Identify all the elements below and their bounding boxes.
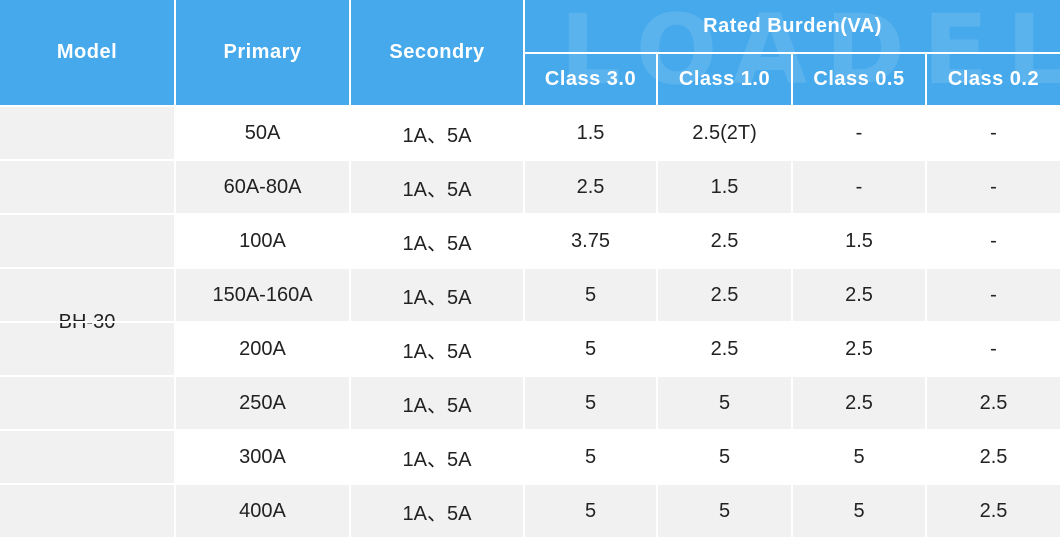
class-3-0-cell: 5 [524,484,658,539]
class-0-5-cell: 2.5 [792,268,927,323]
class-0-5-cell: - [792,106,927,161]
table-row: 400A 1A、5A 5 5 5 2.5 [0,484,1060,539]
class-0-5-header: Class 0.5 [792,53,927,107]
row-separator [0,321,174,323]
table-row: 150A-160A 1A、5A 5 2.5 2.5- [0,268,1060,323]
class-1-0-cell: 2.5(2T) [657,106,793,161]
primary-cell: 100A [175,214,351,269]
secondary-cell: 1A、5A [350,376,525,431]
class-3-0-header: Class 3.0 [524,53,658,107]
class-3-0-cell: 5 [524,430,658,485]
class-0-2-cell: 2.5 [926,430,1060,485]
class-0-2-cell: - [926,214,1060,269]
class-0-2-cell: - [926,322,1060,377]
table-row: 60A-80A 1A、5A 2.5 1.5- - [0,160,1060,215]
primary-cell: 200A [175,322,351,377]
class-3-0-cell: 5 [524,376,658,431]
class-0-5-cell: 5 [792,484,927,539]
row-separator [0,213,174,215]
class-1-0-cell: 2.5 [657,268,793,323]
class-1-0-header: Class 1.0 [657,53,793,107]
secondary-cell: 1A、5A [350,322,525,377]
table-row: 250A 1A、5A 5 5 2.5 2.5 [0,376,1060,431]
class-0-2-cell: - [926,268,1060,323]
table-row: 100A 1A、5A 3.75 2.5 1.5- [0,214,1060,269]
table-row: BH-30 50A 1A、5A 1.5 2.5(2T) - - [0,106,1060,539]
rated-burden-header: Rated Burden(VA) [524,0,1060,54]
primary-cell: 400A [175,484,351,539]
secondary-cell: 1A、5A [350,160,525,215]
class-1-0-cell: 2.5 [657,322,793,377]
class-3-0-cell: 2.5 [524,160,658,215]
primary-cell: 50A [175,106,351,161]
row-separator [0,159,174,161]
primary-cell: 60A-80A [175,160,351,215]
table-row: 200A 1A、5A 5 2.5 2.5- [0,322,1060,377]
class-1-0-cell: 5 [657,484,793,539]
secondary-cell: 1A、5A [350,214,525,269]
secondary-header: Secondry [350,0,525,107]
row-separator [0,375,174,377]
class-0-5-cell: 2.5 [792,322,927,377]
secondary-cell: 1A、5A [350,268,525,323]
class-3-0-cell: 1.5 [524,106,658,161]
class-0-2-cell: - [926,106,1060,161]
secondary-cell: 1A、5A [350,484,525,539]
table-row: 300A 1A、5A 5 5 5 2.5 [0,430,1060,485]
class-0-5-cell: - [792,160,927,215]
class-1-0-cell: 1.5 [657,160,793,215]
class-0-2-header: Class 0.2 [926,53,1060,107]
primary-cell: 250A [175,376,351,431]
secondary-cell: 1A、5A [350,430,525,485]
class-0-5-cell: 5 [792,430,927,485]
class-0-5-cell: 2.5 [792,376,927,431]
class-1-0-cell: 2.5 [657,214,793,269]
class-0-2-cell: 2.5 [926,376,1060,431]
class-1-0-cell: 5 [657,430,793,485]
row-separator [0,267,174,269]
class-0-2-cell: - [926,160,1060,215]
primary-header: Primary [175,0,351,107]
class-3-0-cell: 3.75 [524,214,658,269]
class-0-2-cell: 2.5 [926,484,1060,539]
class-3-0-cell: 5 [524,322,658,377]
row-separator [0,483,174,485]
model-header: Model [0,0,176,107]
primary-cell: 300A [175,430,351,485]
class-1-0-cell: 5 [657,376,793,431]
primary-cell: 150A-160A [175,268,351,323]
row-separator [0,429,174,431]
class-0-5-cell: 1.5 [792,214,927,269]
secondary-cell: 1A、5A [350,106,525,161]
class-3-0-cell: 5 [524,268,658,323]
